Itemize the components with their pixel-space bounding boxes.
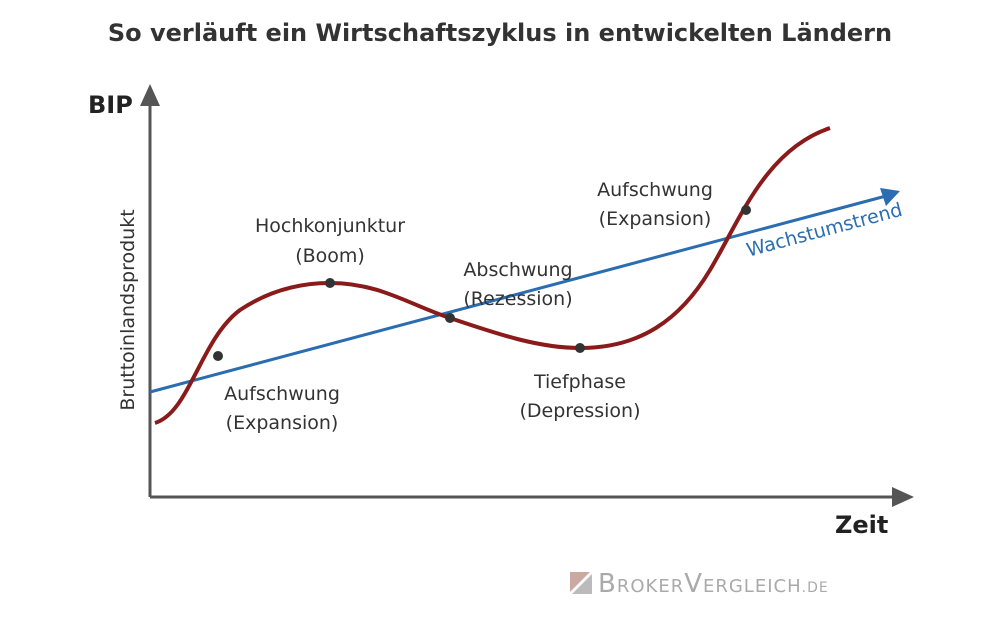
phase-label: Aufschwung (597, 179, 713, 201)
phase-sub: (Rezession) (463, 288, 572, 310)
phase-label: Aufschwung (224, 383, 340, 405)
dot (575, 343, 585, 353)
title: So verläuft ein Wirtschaftszyklus in ent… (108, 19, 892, 47)
logo (572, 574, 592, 594)
dot (741, 205, 751, 215)
logo (570, 572, 590, 592)
phase-label: Hochkonjunktur (255, 215, 405, 237)
dot (445, 313, 455, 323)
phase-sub: (Expansion) (599, 208, 712, 230)
x-arrow (892, 487, 914, 507)
trend-line (149, 194, 887, 394)
phase-sub: (Depression) (519, 400, 640, 422)
watermark: BrokerVergleich.de (570, 569, 829, 599)
trend-arrow (880, 188, 900, 206)
brand-suffix: .de (802, 580, 829, 596)
y-label: BIP (88, 91, 133, 119)
trend-label: Wachstumstrend (744, 199, 904, 262)
dot (325, 278, 335, 288)
phase-dots (213, 205, 751, 361)
phase-sub: (Boom) (295, 245, 365, 267)
brand: BrokerVergleich.de (598, 569, 829, 599)
cycle-curve (154, 126, 831, 425)
dot (213, 351, 223, 361)
brand-name: BrokerVergleich (598, 569, 802, 599)
y-arrow (140, 84, 160, 106)
phase-sub: (Expansion) (226, 412, 339, 434)
phase-label: Abschwung (463, 259, 572, 281)
phase-label: Tiefphase (533, 371, 626, 393)
x-label: Zeit (835, 511, 888, 539)
y-title: Bruttoinlandsprodukt (117, 209, 139, 410)
